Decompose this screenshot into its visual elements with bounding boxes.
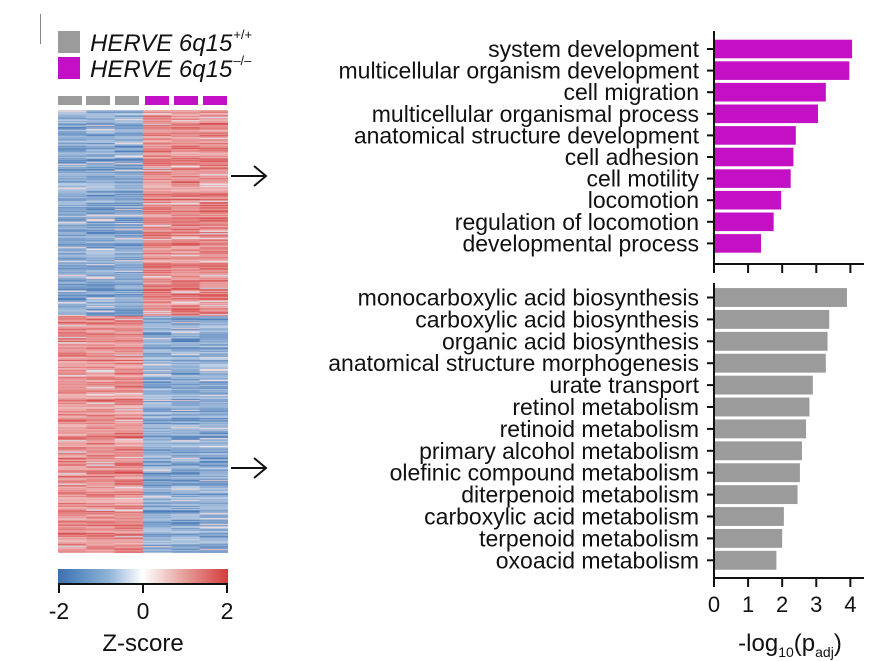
bar [715, 190, 782, 210]
heatmap-column-header [86, 96, 110, 105]
term-label: cell migration [564, 79, 700, 105]
legend-knockout: HERVE 6q15–/– [58, 52, 252, 83]
term-label: cell adhesion [565, 144, 699, 170]
colorbar-tick [142, 583, 144, 593]
bar [715, 463, 800, 483]
legend-label-knockout: HERVE 6q15 [90, 55, 233, 83]
legend-genotype-wildtype: +/+ [233, 26, 253, 42]
term-label: retinol metabolism [512, 394, 699, 420]
x-tick-label: 2 [776, 592, 788, 617]
colorbar-tick-label: 0 [136, 598, 150, 624]
term-label: retinoid metabolism [500, 416, 699, 442]
legend-swatch-wildtype [58, 31, 80, 53]
x-axis-title-close: ) [833, 630, 842, 657]
bar [715, 375, 813, 395]
term-label: developmental process [462, 230, 699, 256]
x-tick-label: 1 [742, 592, 754, 617]
arrow-right-icon [231, 165, 268, 187]
x-axis-title-adj: adj [815, 643, 834, 660]
bar [715, 441, 802, 461]
legend-label-wildtype: HERVE 6q15 [90, 29, 233, 57]
bar [715, 331, 828, 351]
bar [715, 309, 830, 329]
zscore-colorbar [58, 569, 228, 583]
x-tick-label: 0 [708, 592, 720, 617]
bar [715, 104, 818, 124]
term-label: terpenoid metabolism [479, 525, 699, 551]
expression-heatmap [58, 110, 228, 553]
term-label: regulation of locomotion [455, 209, 699, 235]
bar [715, 39, 853, 59]
bar [715, 397, 810, 417]
bar [715, 288, 847, 307]
bar [715, 147, 794, 167]
heatmap-column-header [145, 96, 169, 105]
legend-swatch-knockout [58, 57, 80, 79]
term-label: carboxylic acid metabolism [424, 504, 699, 530]
arrow-right-icon [231, 457, 268, 479]
term-label: locomotion [588, 187, 699, 213]
x-axis-title-base: 10 [778, 643, 794, 660]
colorbar-tick-label: 2 [220, 598, 234, 624]
term-label: olefinic compound metabolism [390, 460, 699, 486]
term-label: system development [488, 36, 700, 62]
panel-edge-mark [40, 14, 41, 44]
bar [715, 126, 796, 145]
heatmap-column-header [203, 96, 227, 105]
term-label: carboxylic acid biosynthesis [415, 306, 699, 332]
x-axis-title-open: (p [793, 630, 816, 657]
bar [715, 169, 791, 188]
colorbar-title: Z-score [102, 630, 184, 657]
heatmap-column-header [174, 96, 198, 105]
term-label: urate transport [549, 372, 699, 398]
bar [715, 234, 762, 253]
term-label: multicellular organismal process [372, 101, 699, 127]
bar [715, 61, 850, 80]
colorbar-tick [226, 583, 228, 593]
heatmap-column-header [115, 96, 139, 105]
x-tick-label: 3 [810, 592, 822, 617]
bar [715, 82, 826, 102]
bar [715, 550, 777, 570]
x-axis-title-prefix: -log [738, 630, 779, 657]
term-label: cell motility [587, 166, 700, 192]
term-label: oxoacid metabolism [496, 547, 699, 573]
term-label: diterpenoid metabolism [461, 482, 699, 508]
bar [715, 353, 826, 373]
heatmap-column-header [58, 96, 82, 105]
term-label: anatomical structure morphogenesis [328, 350, 699, 376]
x-axis-title: -log10(padj) [738, 630, 842, 660]
bar [715, 485, 798, 505]
bar [715, 528, 783, 548]
bar [715, 419, 807, 439]
term-label: anatomical structure development [354, 122, 700, 148]
term-label: organic acid biosynthesis [442, 328, 699, 354]
colorbar-tick-label: -2 [48, 598, 70, 624]
x-tick-label: 4 [844, 592, 856, 617]
term-label: multicellular organism development [339, 58, 700, 84]
bar [715, 507, 784, 526]
term-label: primary alcohol metabolism [419, 438, 699, 464]
term-label: monocarboxylic acid biosynthesis [358, 285, 699, 311]
legend-genotype-knockout: –/– [233, 52, 252, 68]
bar [715, 212, 774, 232]
legend-wildtype: HERVE 6q15+/+ [58, 26, 253, 57]
colorbar-tick [58, 583, 60, 593]
